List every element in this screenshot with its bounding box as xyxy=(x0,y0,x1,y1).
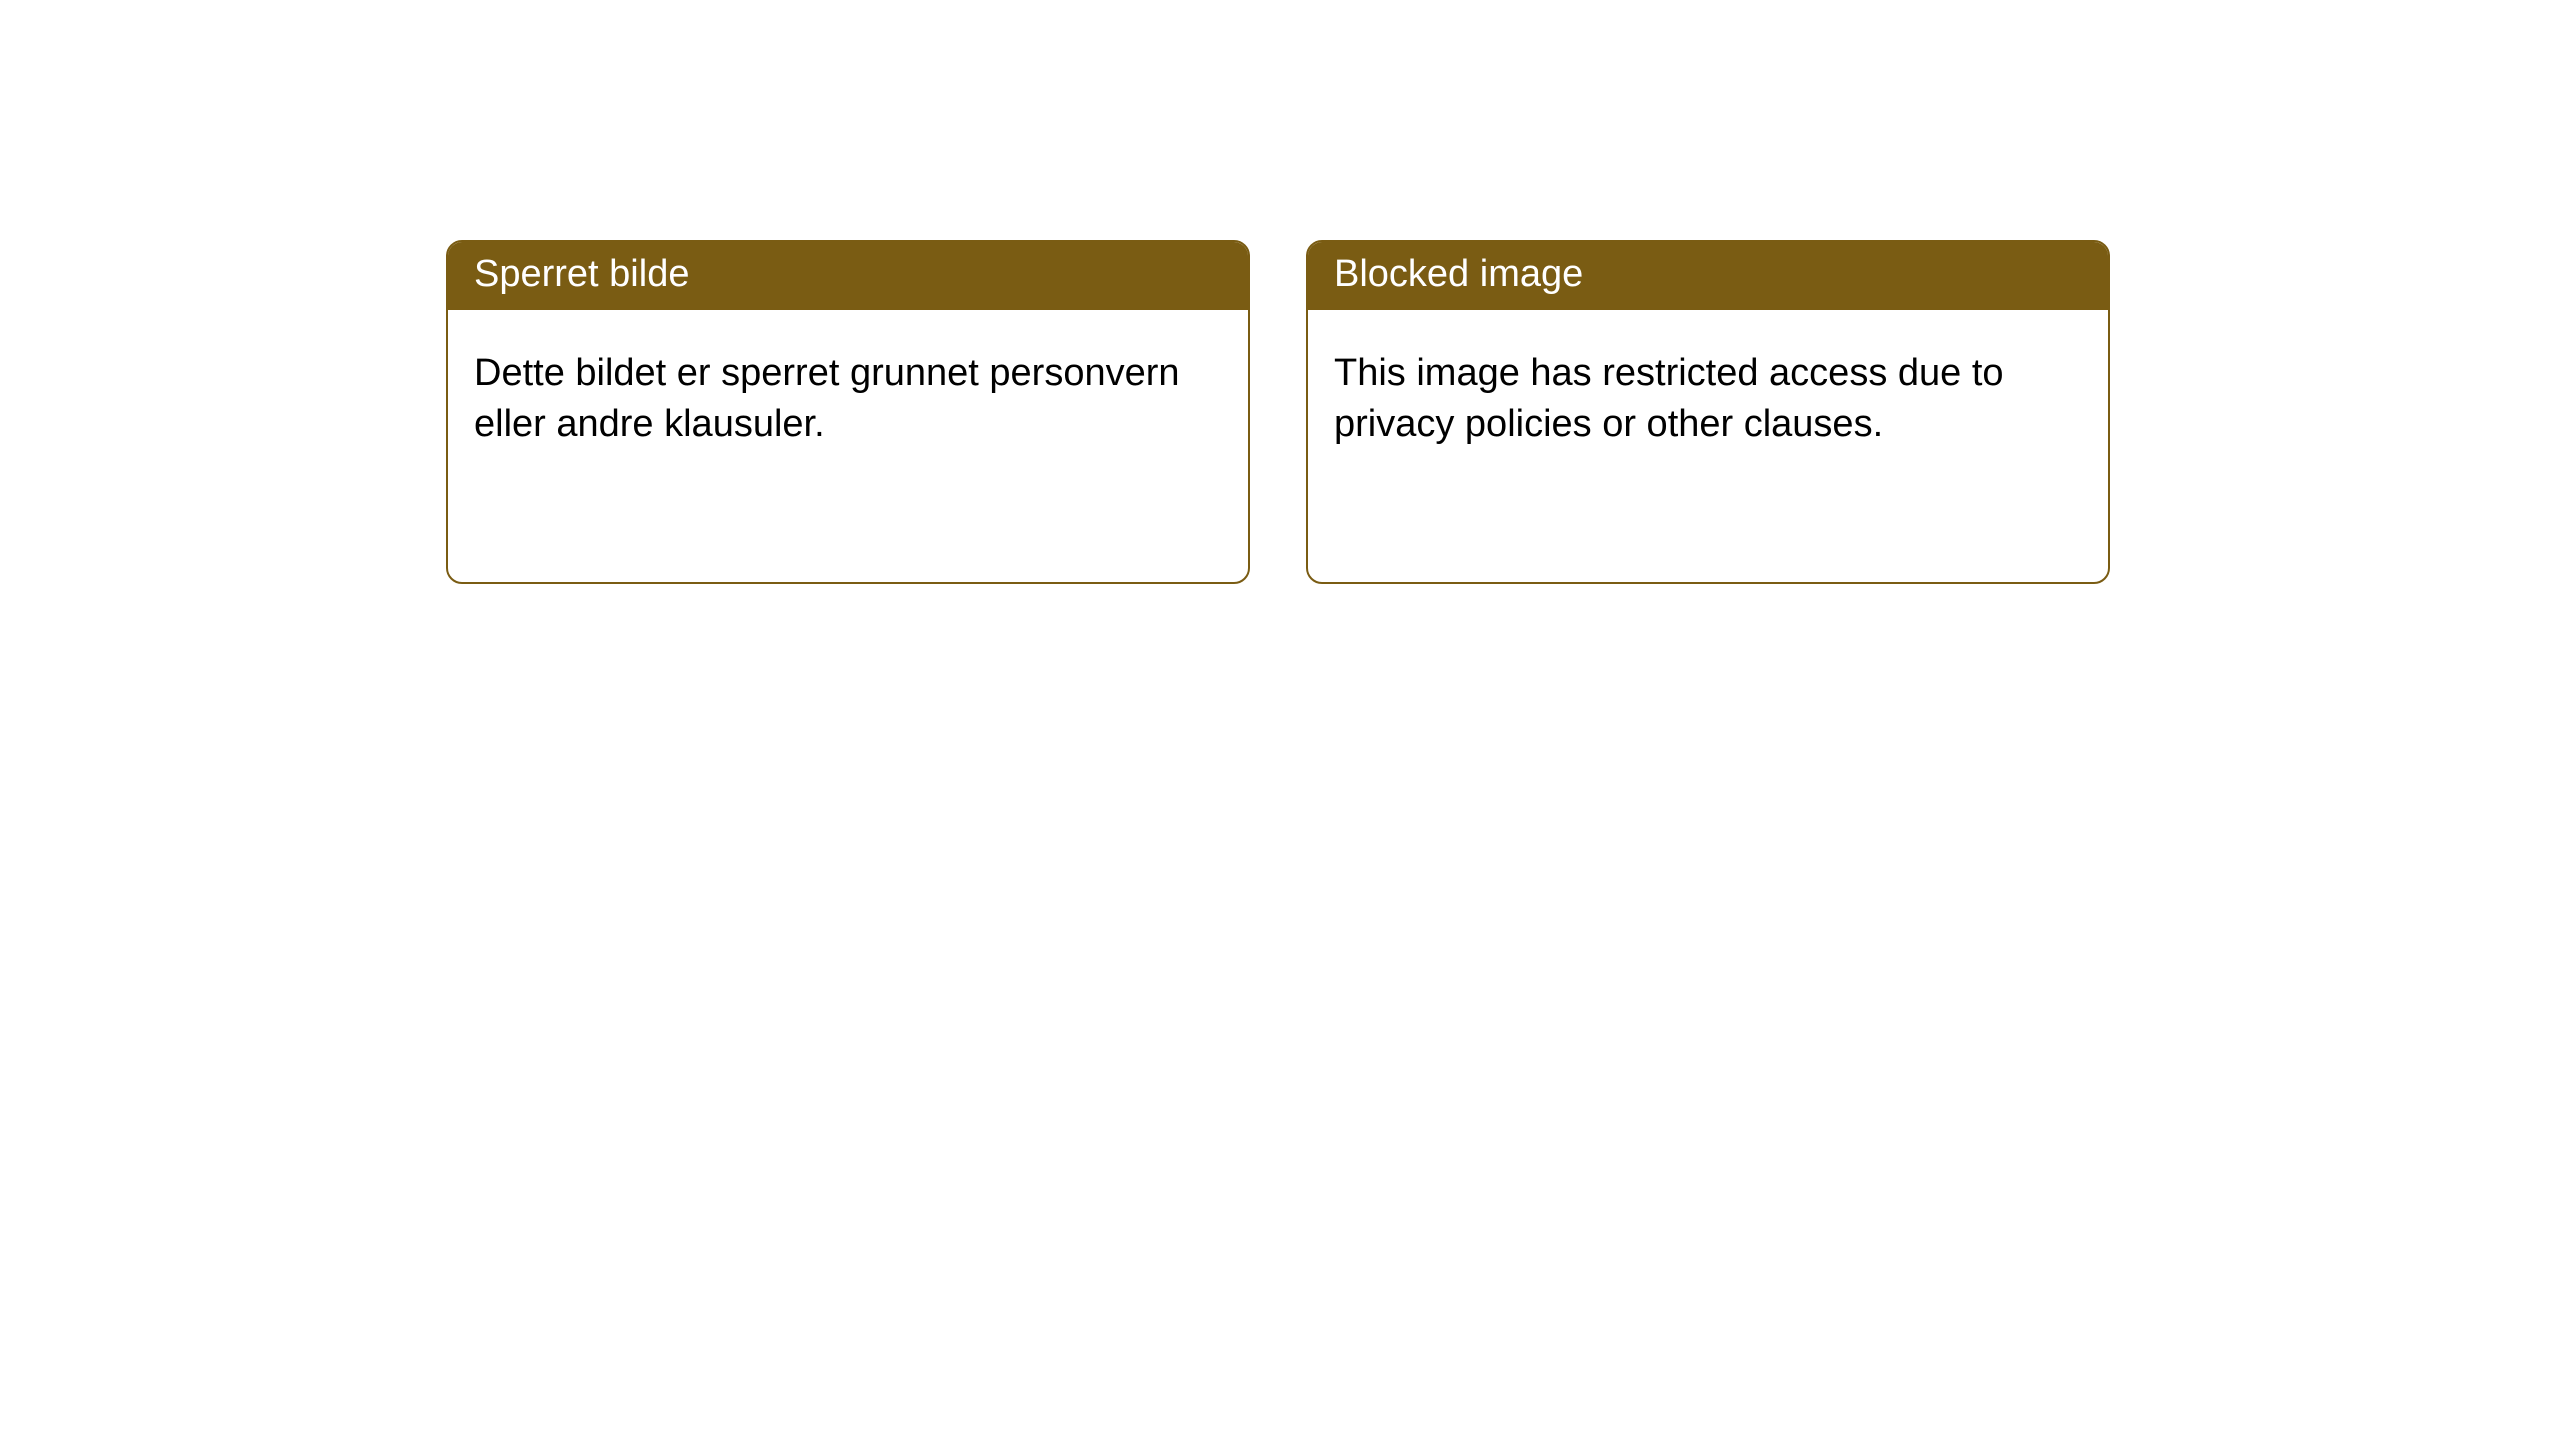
card-title: Blocked image xyxy=(1334,253,1583,295)
blocked-image-card-no: Sperret bilde Dette bildet er sperret gr… xyxy=(446,240,1250,584)
card-message: Dette bildet er sperret grunnet personve… xyxy=(474,352,1180,445)
card-body: This image has restricted access due to … xyxy=(1308,310,2108,582)
card-message: This image has restricted access due to … xyxy=(1334,352,2004,445)
card-body: Dette bildet er sperret grunnet personve… xyxy=(448,310,1248,582)
cards-container: Sperret bilde Dette bildet er sperret gr… xyxy=(0,0,2560,584)
blocked-image-card-en: Blocked image This image has restricted … xyxy=(1306,240,2110,584)
card-title: Sperret bilde xyxy=(474,253,689,295)
card-header: Blocked image xyxy=(1308,242,2108,310)
card-header: Sperret bilde xyxy=(448,242,1248,310)
